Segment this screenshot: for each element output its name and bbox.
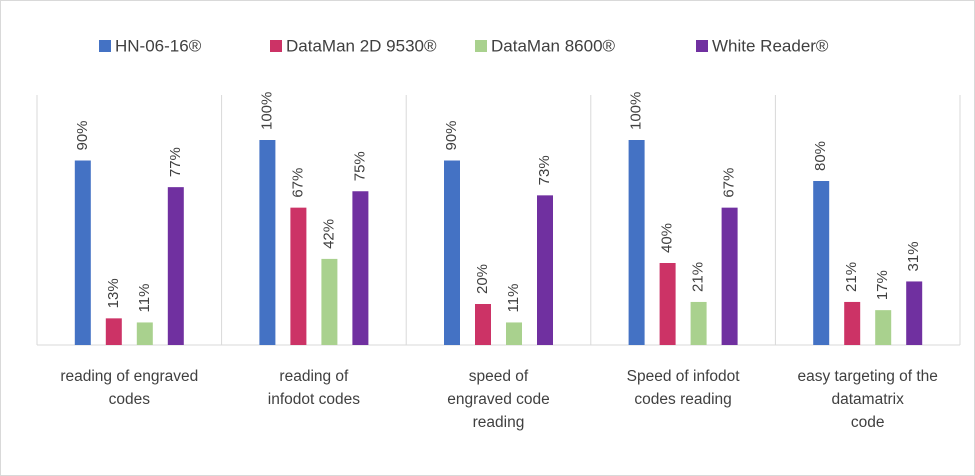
data-label: 100% [628,92,645,130]
x-tick-label: code [851,414,885,431]
data-label: 11% [505,284,522,313]
bar [321,258,338,345]
bar [105,318,122,345]
bar [167,187,184,345]
bar [352,191,369,345]
x-tick-label: reading [473,414,525,431]
bar [537,195,553,345]
bar [259,140,276,345]
data-label: 75% [351,151,368,181]
data-label: 73% [536,155,553,185]
data-label: 13% [105,278,122,308]
legend-label: DataMan 2D 9530® [286,36,437,55]
legend-label: HN-06-16® [115,36,202,55]
legend-swatch [99,40,111,52]
bar [290,207,307,345]
bar [659,263,676,345]
legend-swatch [696,40,708,52]
legend-label: DataMan 8600® [491,36,616,55]
legend-swatch [270,40,282,52]
data-label: 67% [289,168,306,198]
data-label: 17% [874,270,891,300]
data-label: 20% [474,264,491,294]
bar [906,281,923,345]
x-tick-label: datamatrix [832,391,905,408]
data-label: 40% [659,223,676,253]
bar [628,140,645,345]
x-tick-label: Speed of infodot [627,368,741,385]
bar [844,301,861,345]
data-label: 21% [690,262,707,292]
x-tick-label: codes [109,391,151,408]
bar [475,304,491,345]
data-label: 42% [320,219,337,249]
data-label: 67% [721,168,738,198]
data-label: 31% [905,241,922,271]
bar [136,322,153,345]
data-label: 21% [843,262,860,292]
data-label: 90% [443,120,460,150]
bar [813,181,830,345]
x-tick-label: engraved code [447,391,550,408]
data-label: 90% [74,120,91,150]
bar [74,160,91,345]
bar [506,322,522,345]
x-tick-label: reading of engraved [60,368,198,385]
x-tick-label: infodot codes [268,391,360,408]
x-tick-label: reading of [279,368,349,385]
x-tick-label: speed of [469,368,529,385]
legend-swatch [475,40,487,52]
bar [721,207,738,345]
bar [875,310,892,345]
bar [444,160,460,345]
data-label: 11% [136,284,153,313]
data-label: 80% [812,141,829,171]
data-label: 100% [258,92,275,130]
legend-label: White Reader® [712,36,829,55]
data-label: 77% [167,147,184,177]
x-tick-label: codes reading [634,391,731,408]
x-tick-label: easy targeting of the [797,368,937,385]
bar [690,301,707,345]
